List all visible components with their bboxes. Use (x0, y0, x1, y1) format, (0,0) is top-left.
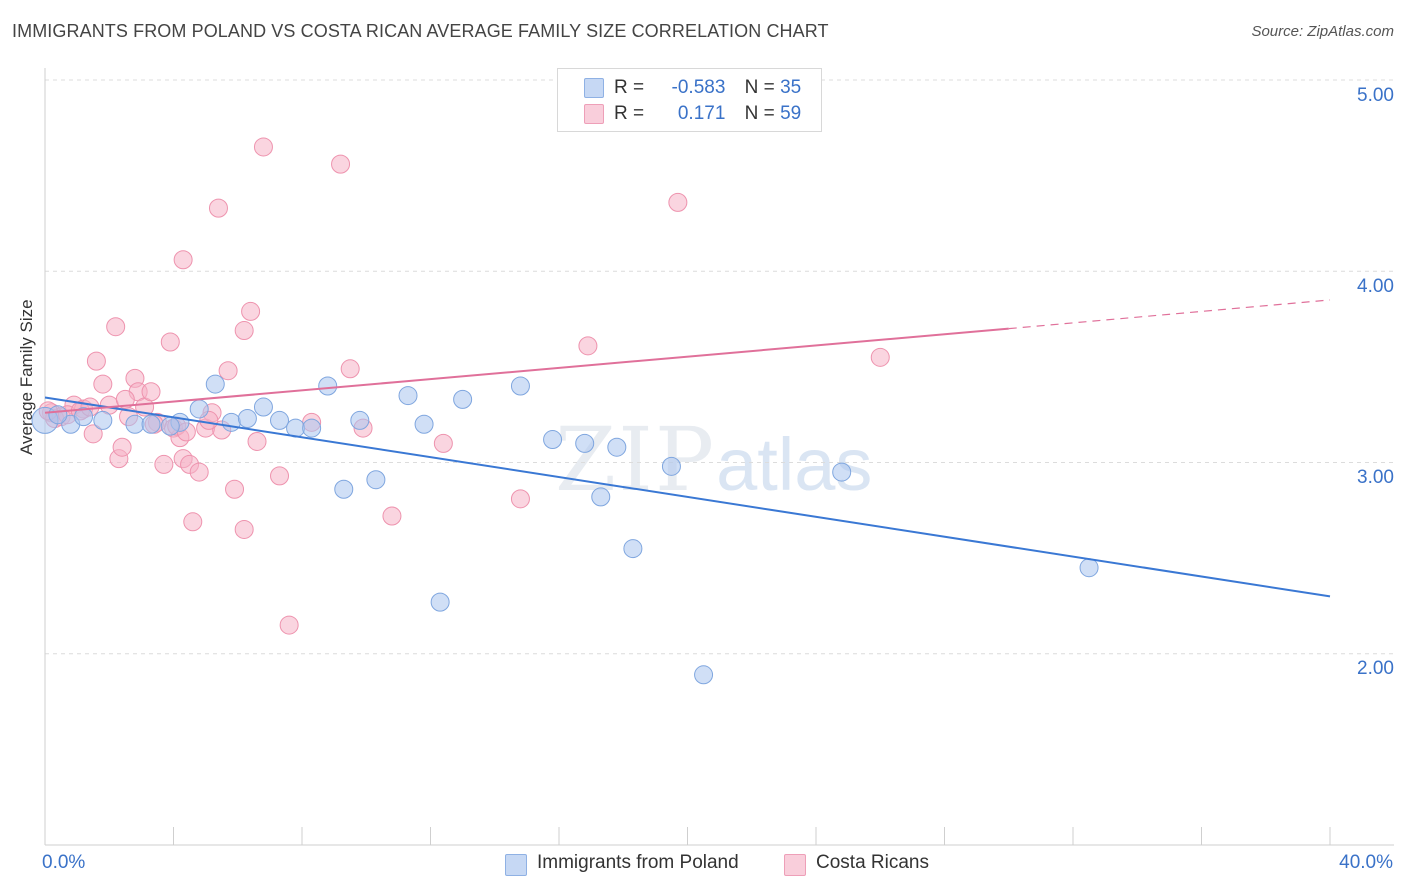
y-axis-label: Average Family Size (17, 299, 36, 455)
point-poland (141, 414, 161, 434)
point-costa-rican (154, 454, 174, 474)
legend-swatch-blue (584, 78, 604, 98)
point-poland (160, 416, 180, 436)
legend-swatch-pink (584, 104, 604, 124)
point-costa-rican (93, 374, 113, 394)
point-poland (253, 397, 273, 417)
legend-n-label: N = (744, 103, 775, 124)
chart-title: IMMIGRANTS FROM POLAND VS COSTA RICAN AV… (12, 21, 829, 41)
point-costa-rican (253, 137, 273, 157)
point-poland (302, 418, 322, 438)
point-costa-rican (870, 347, 890, 367)
point-costa-rican (106, 317, 126, 337)
point-poland (607, 437, 627, 457)
point-poland (318, 376, 338, 396)
trend-line-costa-ricans (44, 327, 1009, 414)
point-costa-rican (183, 512, 203, 532)
grid-lines (45, 79, 1394, 655)
point-costa-rican (433, 433, 453, 453)
point-poland (575, 433, 595, 453)
point-costa-rican (279, 615, 299, 635)
point-poland (543, 430, 563, 450)
point-costa-rican (189, 462, 209, 482)
point-poland (93, 410, 113, 430)
point-poland (661, 456, 681, 476)
point-poland (832, 462, 852, 482)
point-poland (350, 410, 370, 430)
legend-n-label: N = (744, 77, 775, 98)
point-poland (189, 399, 209, 419)
point-costa-rican (112, 437, 132, 457)
source-note: Source: ZipAtlas.com (1251, 23, 1394, 40)
point-poland (1079, 558, 1099, 578)
x-tick-label-left: 0.0% (42, 852, 86, 873)
stats-legend: R = -0.583 N = 35 R = 0.171 N = 59 (557, 68, 822, 132)
y-tick-label: 5.00 (1357, 85, 1394, 106)
point-costa-rican (668, 192, 688, 212)
series-costa-ricans (38, 137, 890, 635)
trend-line-costa-ricans-extension (1008, 299, 1331, 330)
legend-swatch-blue (505, 854, 527, 876)
point-costa-rican (141, 382, 161, 402)
point-poland (453, 389, 473, 409)
point-poland (270, 410, 290, 430)
point-poland (694, 665, 714, 685)
legend-n-value: 35 (780, 77, 802, 98)
point-costa-rican (331, 154, 351, 174)
point-costa-rican (173, 250, 193, 270)
point-poland (74, 407, 94, 427)
point-costa-rican (382, 506, 402, 526)
axes (44, 68, 1394, 846)
legend-r-label: R = (614, 103, 645, 124)
point-costa-rican (510, 489, 530, 509)
point-costa-rican (218, 361, 238, 381)
trend-lines (44, 299, 1331, 598)
point-costa-rican (340, 359, 360, 379)
point-poland (48, 405, 68, 425)
point-poland (398, 386, 418, 406)
point-costa-rican (270, 466, 290, 486)
legend-label: Costa Ricans (816, 852, 929, 873)
point-poland (623, 539, 643, 559)
point-costa-rican (247, 431, 267, 451)
point-costa-rican (234, 519, 254, 539)
y-tick-label: 2.00 (1357, 658, 1394, 679)
point-costa-rican (234, 321, 254, 341)
point-costa-rican (115, 389, 135, 409)
legend-r-value: -0.583 (671, 77, 726, 98)
point-poland (334, 479, 354, 499)
point-poland (125, 414, 145, 434)
point-costa-rican (225, 479, 245, 499)
point-costa-rican (160, 332, 180, 352)
y-tick-label: 3.00 (1357, 467, 1394, 488)
point-costa-rican (83, 424, 103, 444)
point-poland (510, 376, 530, 396)
legend-r-label: R = (614, 77, 645, 98)
point-poland (414, 414, 434, 434)
point-poland (430, 592, 450, 612)
x-tick-label-right: 40.0% (1339, 852, 1393, 873)
point-poland (366, 470, 386, 490)
legend-n-value: 59 (780, 103, 802, 124)
point-poland (205, 374, 225, 394)
point-costa-rican (86, 351, 106, 371)
point-costa-rican (208, 198, 228, 218)
point-poland (237, 409, 257, 429)
point-costa-rican (241, 301, 261, 321)
point-costa-rican (578, 336, 598, 356)
point-poland (591, 487, 611, 507)
y-tick-label: 4.00 (1357, 276, 1394, 297)
legend-label: Immigrants from Poland (537, 852, 739, 873)
trend-line-poland (44, 396, 1331, 598)
legend-swatch-pink (784, 854, 806, 876)
point-poland (221, 412, 241, 432)
legend-r-value: 0.171 (677, 103, 726, 124)
watermark-zip: ZIP (555, 408, 717, 511)
